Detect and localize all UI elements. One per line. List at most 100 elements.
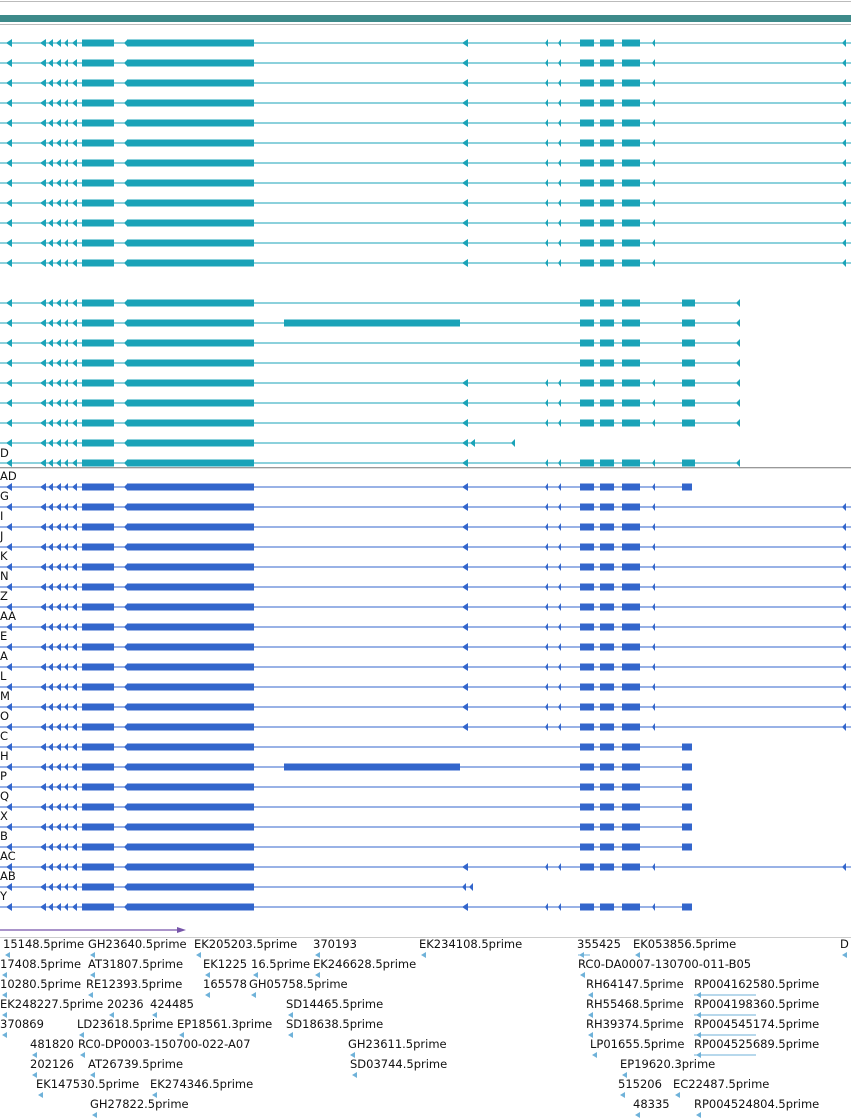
est-arrow[interactable] [2,1032,7,1038]
est-arrow[interactable] [421,952,426,958]
transcript-row[interactable] [0,79,851,87]
est-arrow[interactable] [842,952,847,958]
est-arrow[interactable] [152,1012,157,1018]
est-arrow[interactable] [38,1092,43,1098]
cds-row[interactable] [0,563,851,571]
est-arrow[interactable] [80,1052,85,1058]
cds-row[interactable] [0,503,851,511]
est-arrow[interactable] [622,1072,627,1078]
transcript-row[interactable] [0,59,851,67]
est-arrow[interactable] [580,972,585,978]
exon-arrow [652,259,655,267]
transcript-row[interactable] [0,99,851,107]
transcript-row[interactable] [0,379,740,387]
est-arrow[interactable] [352,1072,357,1078]
cds-row[interactable] [0,823,692,831]
est-arrow[interactable] [588,1012,593,1018]
exon-arrow [558,483,561,491]
est-arrow[interactable] [92,1112,97,1118]
transcript-row[interactable] [0,179,851,187]
est-arrow[interactable] [79,1032,84,1038]
est-arrow[interactable] [315,952,320,958]
est-arrow[interactable] [90,952,95,958]
est-arrow[interactable] [2,1012,7,1018]
transcript-row[interactable] [0,159,851,167]
cds-row[interactable] [0,803,692,811]
cds-row[interactable] [0,643,851,651]
est-arrow[interactable] [2,992,7,998]
cds-row[interactable] [0,583,851,591]
exon-arrow [56,119,61,127]
cds-row[interactable] [0,523,851,531]
est-arrow[interactable] [288,1032,293,1038]
est-arrow[interactable] [620,1092,625,1098]
transcript-row[interactable] [0,199,851,207]
est-arrow[interactable] [350,1052,355,1058]
transcript-row[interactable] [0,319,740,327]
est-track[interactable]: 15148.5prime GH23640.5prime EK205203.5prim… [0,937,849,1118]
cds-row[interactable] [0,543,851,551]
cds-row[interactable] [0,663,851,671]
est-arrow[interactable] [588,1032,593,1038]
transcript-row[interactable] [0,219,851,227]
transcript-row[interactable] [0,139,851,147]
est-arrow[interactable] [253,972,258,978]
est-arrow[interactable] [88,992,93,998]
cds-row[interactable] [0,883,473,891]
exon-block [622,703,640,711]
transcript-row[interactable] [0,439,515,447]
est-arrow[interactable] [90,972,95,978]
est-arrow[interactable] [90,1072,95,1078]
est-arrow[interactable] [205,992,210,998]
est-arrow[interactable] [196,952,201,958]
transcript-row[interactable] [0,299,740,307]
est-arrow[interactable] [32,1052,37,1058]
transcript-row[interactable] [0,259,851,267]
est-arrow[interactable] [696,1112,701,1118]
est-arrow[interactable] [179,1032,184,1038]
est-arrow[interactable] [5,952,10,958]
est-arrow[interactable] [152,1092,157,1098]
transcript-row[interactable] [0,359,740,367]
est-arrow[interactable] [32,1072,37,1078]
cds-row[interactable] [0,863,851,871]
cds-row[interactable] [0,603,851,611]
cds-row[interactable] [0,763,692,771]
est-arrow[interactable] [635,1112,640,1118]
est-arrow[interactable] [288,1012,293,1018]
est-arrow[interactable] [2,972,7,978]
exon-arrow [64,863,68,871]
est-arrow[interactable] [592,1052,597,1058]
transcript-row[interactable] [0,339,740,347]
exon-arrow [558,159,561,167]
cds-row[interactable] [0,623,851,631]
exon-arrow [40,763,46,771]
exon-arrow [736,319,740,327]
cds-row[interactable] [0,723,851,731]
cds-row[interactable] [0,683,851,691]
cds-row[interactable] [0,783,692,791]
cds-row[interactable] [0,903,692,911]
cds-row[interactable] [0,483,692,491]
transcript-row[interactable] [0,399,740,407]
cds-row[interactable] [0,743,692,751]
est-arrow[interactable] [588,992,593,998]
transcript-row[interactable] [0,39,851,47]
est-arrow[interactable] [635,952,640,958]
exon-block [580,59,594,67]
transcript-row[interactable] [0,119,851,127]
transcript-track[interactable]: D [0,39,851,467]
exon-block [580,803,594,811]
transcript-row[interactable] [0,419,740,427]
est-arrow[interactable] [675,1092,680,1098]
est-arrow[interactable] [109,1012,114,1018]
est-arrow[interactable] [315,972,320,978]
transcript-row[interactable] [0,459,740,467]
est-arrow[interactable] [205,972,210,978]
cds-row[interactable] [0,703,851,711]
est-arrow[interactable] [251,992,256,998]
transcript-row[interactable] [0,239,851,247]
cds-row[interactable] [0,843,692,851]
